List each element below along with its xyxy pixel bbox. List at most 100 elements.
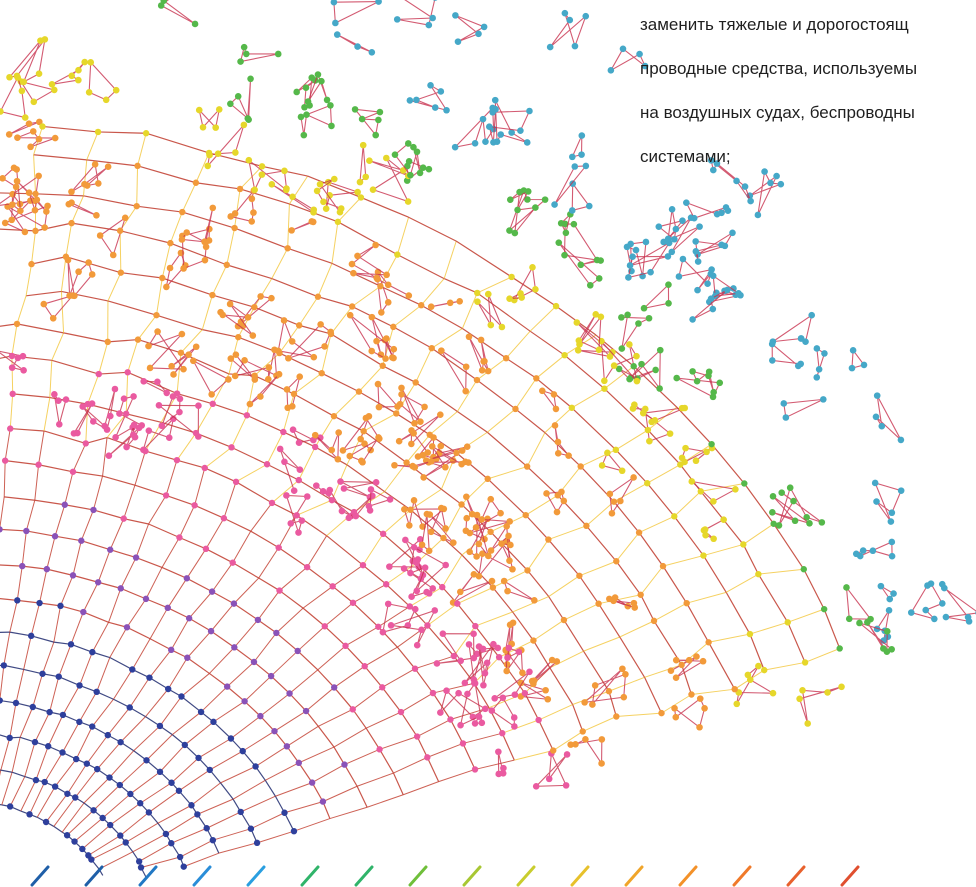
cluster-node bbox=[615, 365, 623, 373]
cluster-node bbox=[425, 165, 433, 173]
cluster-node bbox=[55, 397, 62, 405]
mesh-node bbox=[252, 763, 259, 770]
mesh-node bbox=[23, 527, 30, 535]
mesh-edge bbox=[380, 285, 422, 306]
mesh-edge bbox=[431, 328, 463, 349]
mesh-node bbox=[379, 362, 386, 370]
mesh-edge bbox=[21, 530, 27, 567]
mesh-edge bbox=[159, 696, 182, 727]
mesh-edge bbox=[113, 669, 133, 700]
cluster-node bbox=[582, 162, 590, 170]
cluster-edges bbox=[558, 242, 601, 287]
mesh-edge bbox=[662, 555, 704, 567]
cluster-node bbox=[718, 241, 725, 249]
mesh-edge bbox=[317, 296, 353, 308]
mesh-node bbox=[330, 684, 338, 691]
cluster-node bbox=[407, 569, 414, 577]
mesh-node bbox=[71, 838, 78, 845]
mesh-edge bbox=[526, 432, 546, 467]
cluster-node bbox=[314, 71, 322, 78]
cluster-edges bbox=[540, 389, 557, 411]
cluster-node bbox=[610, 597, 617, 605]
cluster-node bbox=[561, 251, 568, 259]
cluster-node bbox=[472, 524, 480, 531]
cluster-node bbox=[463, 443, 471, 451]
mesh-edge bbox=[1, 772, 13, 806]
mesh-edge bbox=[676, 406, 713, 445]
mesh-edge bbox=[317, 669, 335, 688]
cluster-node bbox=[209, 204, 217, 212]
mesh-edge bbox=[749, 621, 788, 635]
cluster-edges bbox=[452, 573, 493, 604]
mesh-node bbox=[471, 680, 478, 687]
cluster-node bbox=[499, 694, 507, 702]
mesh-edge bbox=[171, 757, 199, 784]
mesh-edge bbox=[297, 625, 326, 652]
mesh-node bbox=[659, 562, 667, 570]
mesh-edge bbox=[415, 347, 433, 383]
mesh-edge bbox=[583, 636, 620, 652]
mesh-edge bbox=[178, 769, 211, 792]
mesh-node bbox=[705, 639, 712, 646]
mesh-node bbox=[658, 709, 665, 717]
mesh-node bbox=[403, 459, 410, 466]
mesh-edge bbox=[332, 585, 354, 604]
cluster-edges bbox=[455, 14, 486, 43]
cluster-node bbox=[696, 695, 704, 702]
mesh-edge bbox=[3, 460, 6, 497]
mesh-edge bbox=[279, 590, 304, 609]
cluster-node bbox=[280, 317, 288, 324]
mesh-node bbox=[88, 856, 95, 863]
mesh-edge bbox=[420, 278, 445, 306]
mesh-node bbox=[116, 781, 124, 789]
cluster-node bbox=[523, 139, 531, 146]
cluster-node bbox=[413, 641, 421, 649]
cluster-node bbox=[843, 584, 850, 591]
cluster-node bbox=[30, 98, 38, 106]
mesh-node bbox=[251, 303, 258, 311]
mesh-edge bbox=[96, 657, 111, 692]
mesh-node bbox=[178, 693, 185, 700]
mesh-edge bbox=[39, 602, 61, 607]
mesh-edge bbox=[0, 769, 13, 773]
mesh-edge bbox=[87, 373, 100, 405]
mesh-edge bbox=[130, 771, 161, 795]
cluster-node bbox=[88, 271, 96, 278]
mesh-edge bbox=[11, 323, 18, 357]
cluster-node bbox=[289, 403, 296, 410]
cluster-node bbox=[824, 689, 831, 696]
cluster-node bbox=[29, 128, 37, 135]
mesh-edge bbox=[615, 429, 649, 451]
cluster-node bbox=[541, 196, 549, 203]
mesh-edge bbox=[365, 711, 402, 729]
cluster-node bbox=[348, 260, 356, 268]
mesh-edge bbox=[181, 696, 202, 713]
mesh-edge bbox=[9, 776, 26, 807]
mesh-edge bbox=[326, 535, 364, 566]
cluster-node bbox=[497, 131, 505, 138]
cluster-node bbox=[12, 183, 20, 191]
mesh-node bbox=[348, 303, 356, 310]
cluster-node bbox=[720, 516, 727, 523]
cluster-node bbox=[166, 264, 174, 272]
mesh-edge bbox=[176, 392, 213, 405]
mesh-edge bbox=[161, 243, 171, 279]
cluster-edges bbox=[778, 486, 823, 526]
mesh-edge bbox=[62, 685, 80, 716]
mesh-edge bbox=[205, 517, 225, 550]
mesh-edge bbox=[571, 407, 617, 451]
mesh-edge bbox=[572, 704, 584, 732]
mesh-edge bbox=[333, 665, 365, 688]
mesh-edge bbox=[427, 603, 458, 626]
cluster-node bbox=[421, 403, 428, 411]
cluster-node bbox=[813, 345, 821, 352]
dash-mark bbox=[246, 865, 266, 887]
cluster-node bbox=[551, 201, 558, 208]
mesh-edge bbox=[5, 460, 39, 466]
mesh-node bbox=[39, 123, 46, 130]
mesh-node bbox=[499, 730, 506, 737]
mesh-edge bbox=[0, 737, 11, 771]
mesh-edge bbox=[66, 809, 94, 836]
cluster-node bbox=[404, 198, 412, 205]
cluster-node bbox=[257, 393, 264, 400]
